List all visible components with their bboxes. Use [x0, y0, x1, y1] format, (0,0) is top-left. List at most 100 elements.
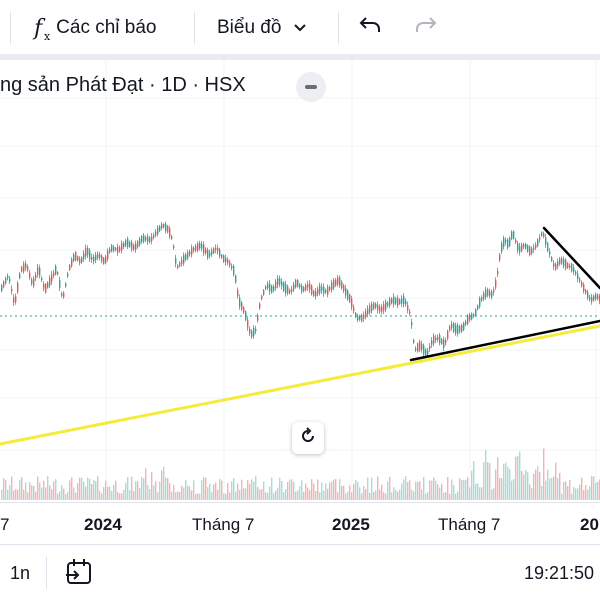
candle-body [177, 265, 179, 269]
volume-bar [337, 492, 339, 500]
volume-bar [155, 481, 157, 500]
volume-bar [369, 492, 371, 500]
collapse-legend-button[interactable] [296, 72, 326, 102]
calendar-goto-icon [64, 559, 94, 591]
go-to-date-button[interactable] [64, 557, 94, 592]
candle-body [257, 315, 259, 321]
volume-bar [173, 485, 175, 500]
volume-bar [267, 492, 269, 500]
candle-body [485, 289, 487, 298]
volume-bar [435, 480, 437, 500]
symbol-legend[interactable]: ng sản Phát Đạt · 1D · HSX [0, 74, 246, 96]
volume-bar [69, 480, 71, 500]
undo-button[interactable] [358, 0, 382, 56]
candle-body [267, 283, 269, 288]
volume-bar [357, 481, 359, 500]
volume-bar [45, 487, 47, 500]
volume-bar [133, 491, 135, 500]
volume-bar [209, 483, 211, 500]
redo-button[interactable] [414, 0, 438, 56]
volume-bar [487, 462, 489, 500]
volume-bar [175, 492, 177, 500]
candle-body [29, 272, 31, 278]
volume-bar [239, 489, 241, 500]
volume-bar [37, 476, 39, 500]
candle-body [123, 243, 125, 247]
volume-bar [249, 483, 251, 500]
volume-bar [291, 479, 293, 500]
volume-bar [489, 462, 491, 500]
volume-bar [543, 448, 545, 500]
volume-bar [521, 471, 523, 500]
volume-bar [547, 469, 549, 500]
clock-timezone-button[interactable]: 19:21:50 [524, 563, 595, 583]
candle-body [573, 267, 575, 272]
candle-body [305, 285, 307, 290]
volume-bar [81, 477, 83, 500]
candle-body [479, 298, 481, 307]
candle-body [463, 322, 465, 330]
volume-bar [229, 492, 231, 500]
trendlines [0, 226, 600, 446]
time-axis[interactable]: 7 2024 Tháng 7 2025 Tháng 7 20 [0, 502, 600, 545]
candle-body [95, 254, 97, 261]
candle-body [431, 340, 433, 345]
volume-bar [361, 493, 363, 500]
candle-body [301, 285, 303, 292]
range-1d-button[interactable]: 1n [10, 563, 31, 583]
volume-bar [371, 477, 373, 500]
candle-body [63, 292, 65, 298]
candle-body [83, 253, 85, 259]
volume-bar [401, 483, 403, 500]
volume-bar [569, 479, 571, 500]
volume-bar [333, 479, 335, 500]
volume-bar [317, 479, 319, 500]
candle-body [199, 243, 201, 249]
candle-body [489, 291, 491, 296]
volume-bar [355, 480, 357, 500]
candle-body [51, 274, 53, 282]
candle-body [275, 281, 277, 289]
candle-body [589, 296, 591, 300]
volume-bar [485, 450, 487, 500]
candle-body [513, 231, 515, 239]
candle-body [557, 261, 559, 267]
volume-bar [577, 488, 579, 500]
candle-body [207, 249, 209, 258]
volume-bar [567, 486, 569, 500]
candle-body [179, 262, 181, 266]
candle-body [421, 343, 423, 350]
candle-body [507, 239, 509, 248]
candle-body [113, 246, 115, 251]
candle-body [181, 259, 183, 264]
candle-body [251, 331, 253, 337]
candle-body [71, 258, 73, 267]
candle-body [157, 227, 159, 235]
candle-body [259, 303, 261, 309]
candle-body [505, 240, 507, 243]
volume-bar [313, 483, 315, 500]
price-chart[interactable] [0, 60, 600, 502]
volume-bar [305, 483, 307, 500]
volume-bar [573, 487, 575, 500]
volume-bar [389, 476, 391, 500]
reset-chart-button[interactable] [292, 422, 324, 454]
candle-body [91, 257, 93, 260]
time-tick: 2024 [84, 515, 122, 534]
volume-bar [115, 480, 117, 500]
volume-bar [507, 466, 509, 500]
volume-bar [127, 476, 129, 500]
chart-type-button[interactable]: Biểu đồ [217, 0, 307, 56]
candle-body [273, 286, 275, 291]
volume-bar [383, 492, 385, 500]
volume-bar [67, 492, 69, 500]
volume-bar [237, 483, 239, 500]
volume-bar [63, 488, 65, 500]
volume-bar [179, 492, 181, 500]
volume-bar [285, 489, 287, 500]
volume-bar [461, 480, 463, 500]
candle-body [35, 274, 37, 279]
candle-body [227, 259, 229, 264]
candle-body [427, 350, 429, 355]
